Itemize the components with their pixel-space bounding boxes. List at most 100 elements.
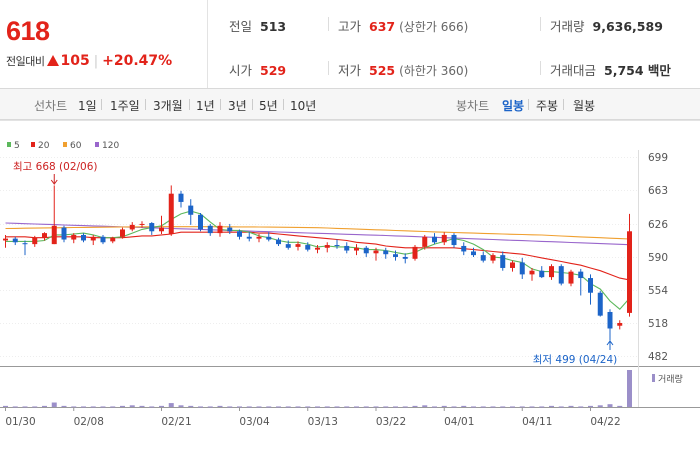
candle-body [432,236,437,243]
volume-bar [139,405,145,407]
volume-bar [81,406,86,408]
candle-body [100,236,106,243]
volume-bar [549,405,554,407]
volume-bar [402,406,408,408]
volume-bar [51,402,57,407]
volume-bar [617,405,623,407]
volume-bar [110,406,116,408]
volume-bar [568,405,574,407]
current-price: 618 [6,16,50,46]
low-label: 저가 [338,63,362,78]
tab-daily[interactable]: 일봉 [502,99,525,113]
tab-divider [252,99,253,110]
x-tick-label: 04/11 [522,416,552,428]
candle-body [81,234,86,241]
price-change: 전일대비 105 | +20.47% [6,53,172,69]
candle-body [256,236,262,239]
tab-1w[interactable]: 1주일 [110,99,140,113]
tab-10y[interactable]: 10년 [290,99,317,113]
volume-bar [383,406,389,408]
volume-bar [149,406,155,408]
price-box: 618 전일대비 105 | +20.47% [0,0,208,88]
y-axis-labels: 699 663 626 590 554 518 482 [648,152,668,363]
candle-chart-header: 봉차트 [456,99,490,113]
y-tick-label: 590 [648,252,668,264]
tab-divider [220,99,221,110]
y-tick-label: 554 [648,285,668,297]
y-tick-label: 518 [648,318,668,330]
tab-monthly[interactable]: 월봉 [573,99,596,113]
candle-body [217,225,223,234]
volume-bar [607,404,613,407]
tab-divider [189,99,190,110]
x-tick-label: 03/13 [308,416,338,428]
candle-body [12,238,18,243]
candle-body [461,245,467,252]
candle-body [354,247,359,251]
volume-bar [266,406,272,408]
volume-bar [588,405,593,407]
y-tick-label: 626 [648,219,668,231]
candle-body [246,236,252,239]
volume-bar [334,406,340,408]
candle-body [373,250,379,254]
volume-bar [12,406,18,408]
candle-body [519,262,525,275]
prev-close-value: 513 [260,19,287,34]
tab-divider [563,99,564,110]
high-value: 637 [369,19,396,34]
amount-stat: 거래대금 5,754 백만 [550,60,671,79]
tab-1d[interactable]: 1일 [78,99,97,113]
candle-body [510,262,515,268]
candle-body [500,255,506,268]
volume-bar [3,405,8,407]
up-arrow-icon [47,55,60,66]
amount-label: 거래대금 [550,63,597,78]
tab-weekly[interactable]: 주봉 [536,99,559,113]
tab-5y[interactable]: 5년 [259,99,278,113]
volume-bar [422,405,428,407]
lower-limit: (하한가 360) [399,64,469,78]
tab-divider [283,99,284,110]
volume-legend-swatch [652,374,655,382]
high-label: 고가 [338,19,362,34]
tab-divider [528,99,529,110]
volume-bar [61,405,67,407]
amount-value: 5,754 백만 [604,63,671,78]
x-tick-label: 03/04 [239,416,270,428]
low-arrowhead-icon [606,340,614,346]
legend-swatch [31,142,35,147]
chart-period-tabs: 선차트 1일 1주일 3개월 1년 3년 5년 10년 봉차트 일봉 주봉 월봉 [0,89,700,120]
volume-bar [227,406,233,408]
legend-swatch [7,142,11,147]
candle-body [90,236,96,241]
candle-body [295,244,301,247]
moving-average-lines [5,210,630,310]
price-chart: 5 20 60 120 거래량 699 663 626 590 554 518 482 01/30… [0,120,700,428]
volume-bar [597,405,603,407]
change-divider: | [93,54,99,69]
tab-divider [101,99,102,110]
annotations: 최고 668 (02/06) 최저 499 (04/24) [13,161,617,366]
volume-bar [178,405,184,407]
tab-3y[interactable]: 3년 [228,99,247,113]
candle-body [139,223,145,225]
candle-body [129,224,135,230]
candle-body [422,236,428,247]
divider [540,17,541,31]
change-label: 전일대비 [6,55,45,68]
candle-body [383,250,389,255]
day-low: 저가 525 (하한가 360) [338,60,468,79]
tab-3m[interactable]: 3개월 [153,99,183,113]
candle-body [480,255,486,261]
volume-bar [237,406,242,408]
volume-legend-label: 거래량 [658,373,683,385]
upper-limit: (상한가 666) [399,20,469,34]
candle-body [627,231,632,313]
candle-body [266,236,272,240]
candle-body [393,254,398,257]
tab-1y[interactable]: 1년 [196,99,215,113]
legend-label: 20 [38,141,50,151]
candle-body [32,237,38,245]
candle-body [61,227,67,240]
